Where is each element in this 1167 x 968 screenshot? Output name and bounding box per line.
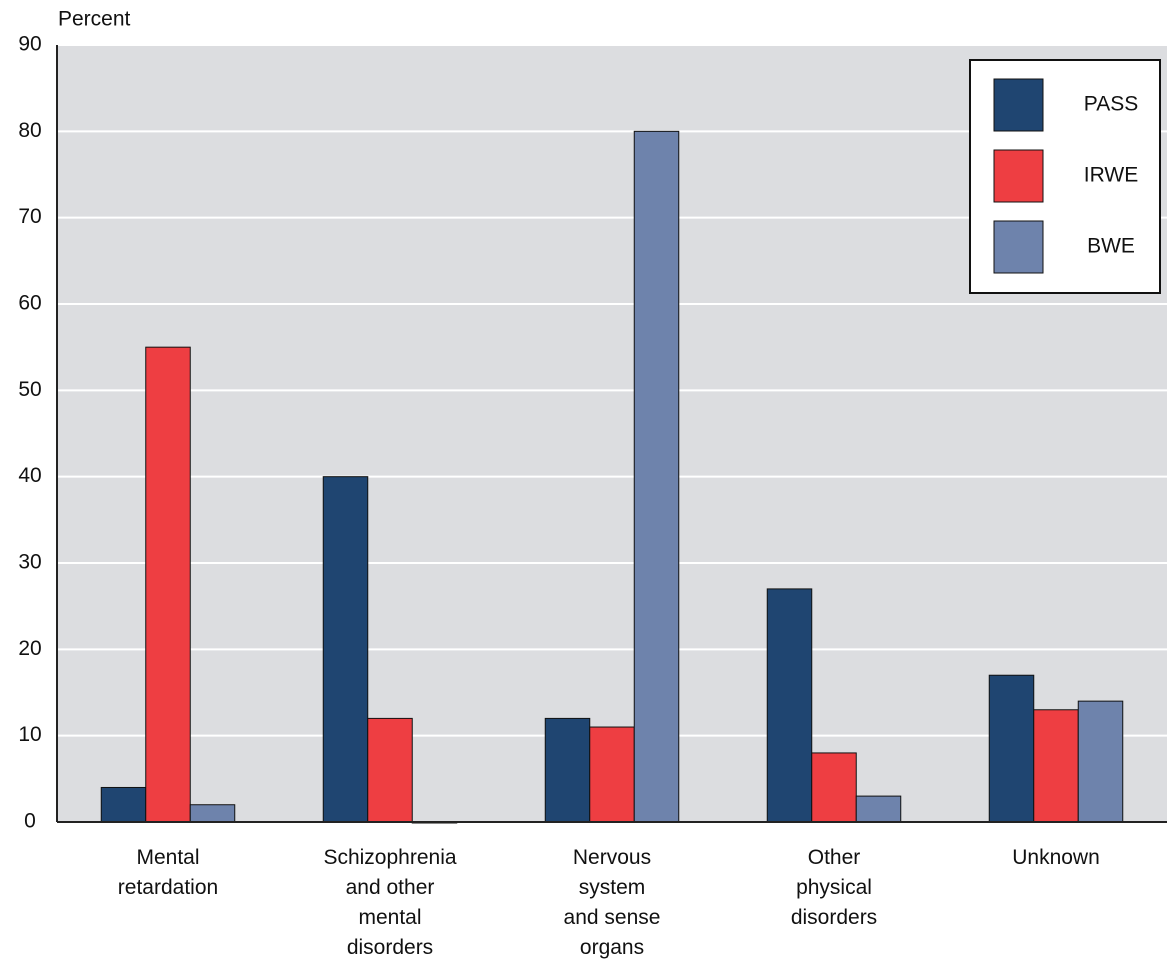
bar [1077, 700, 1124, 823]
x-tick-label-line: organs [580, 936, 644, 959]
x-tick-label-line: Nervous [573, 846, 651, 869]
legend-label: BWE [1087, 235, 1135, 258]
y-tick-label: 20 [18, 637, 41, 660]
y-tick-label: 50 [18, 378, 41, 401]
y-tick-label: 60 [18, 292, 41, 315]
x-tick-label-line: Schizophrenia [323, 846, 456, 869]
x-tick-label-line: physical [796, 876, 872, 899]
x-tick-label-line: disorders [347, 936, 433, 959]
bar [633, 130, 680, 823]
bar [1033, 709, 1079, 823]
x-tick-label-line: Unknown [1012, 846, 1100, 869]
legend-label: PASS [1084, 93, 1138, 116]
x-tick-label: Nervous system and sense organs [564, 846, 661, 959]
bar [100, 786, 147, 823]
y-tick-label: 70 [18, 205, 41, 228]
bar [988, 674, 1035, 823]
x-tick-label: Schizophrenia and other mental disorders [323, 846, 456, 959]
x-tick-label-line: and other [346, 876, 435, 899]
bar [544, 717, 591, 823]
y-tick-label: 40 [18, 464, 41, 487]
x-tick-label-line: Mental [136, 846, 199, 869]
y-tick-label: 0 [24, 810, 36, 833]
bar [189, 804, 236, 823]
x-tick-label-line: Other [808, 846, 861, 869]
bar [367, 717, 413, 823]
legend-label: IRWE [1084, 164, 1138, 187]
bar [589, 726, 635, 823]
legend-swatch [993, 149, 1044, 203]
x-tick-label-line: mental [358, 906, 421, 929]
bar [811, 752, 857, 823]
x-tick-label: Mental retardation [118, 846, 218, 899]
x-tick-label-line: disorders [791, 906, 877, 929]
y-tick-label: 80 [18, 119, 41, 142]
bar [322, 476, 369, 823]
y-tick-label: 30 [18, 551, 41, 574]
legend-swatch [993, 220, 1044, 274]
x-tick-label-line: system [579, 876, 646, 899]
x-tick-label: Other physical disorders [791, 846, 877, 929]
bar [766, 588, 813, 823]
y-tick-label: 10 [18, 723, 41, 746]
legend-swatch [993, 78, 1044, 132]
y-axis-label: Percent [58, 8, 131, 31]
y-tick-label: 90 [18, 33, 41, 56]
x-tick-label: Unknown [1012, 846, 1100, 869]
x-tick-label-line: and sense [564, 906, 661, 929]
bar [855, 795, 902, 823]
x-tick-label-line: retardation [118, 876, 218, 899]
bar [145, 346, 191, 823]
